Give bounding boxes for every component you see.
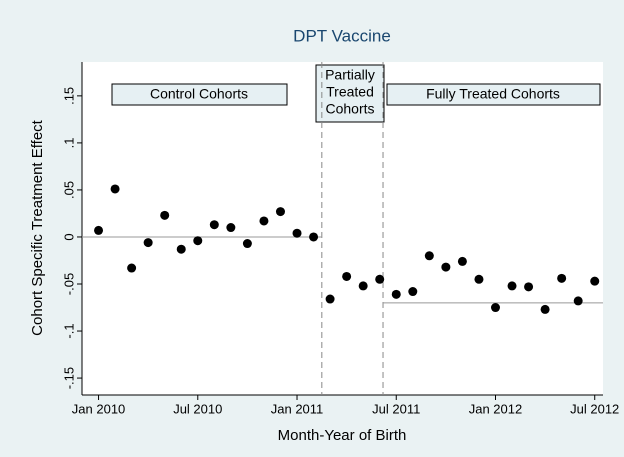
y-tick-label: 0 <box>61 233 76 240</box>
point <box>176 244 186 254</box>
annotation-box <box>386 83 601 106</box>
point <box>325 294 335 304</box>
point <box>358 281 368 291</box>
annotation: Fully Treated Cohorts <box>426 86 560 102</box>
chart-title: DPT Vaccine <box>293 26 391 45</box>
point <box>540 304 550 314</box>
x-tick-label: Jul 2010 <box>173 401 222 416</box>
point <box>226 223 236 233</box>
point <box>259 216 269 226</box>
point <box>275 207 285 217</box>
point <box>160 210 170 220</box>
annotation: Treated <box>326 84 374 100</box>
annotation: Cohorts <box>325 101 374 117</box>
annotation-box <box>315 64 385 123</box>
x-axis-label: Month-Year of Birth <box>278 427 407 444</box>
point <box>490 303 500 313</box>
point <box>143 238 153 248</box>
y-tick-label: -.05 <box>61 273 76 295</box>
point <box>590 276 600 286</box>
point <box>292 228 302 238</box>
y-tick-label: -.15 <box>61 367 76 389</box>
y-tick-label: .1 <box>61 137 76 148</box>
point <box>110 184 120 194</box>
x-tick-label: Jan 2010 <box>72 401 126 416</box>
y-tick-label: .05 <box>61 181 76 199</box>
point <box>507 281 517 291</box>
point <box>242 239 252 249</box>
point <box>127 263 137 273</box>
x-tick-label: Jul 2012 <box>570 401 619 416</box>
point <box>441 262 451 272</box>
annotation-box <box>111 83 288 106</box>
y-axis-label: Cohort Specific Treatment Effect <box>29 119 46 335</box>
point <box>424 251 434 261</box>
point <box>524 282 534 292</box>
point <box>209 220 219 230</box>
point <box>391 289 401 299</box>
y-tick-label: .15 <box>61 87 76 105</box>
annotation: Partially <box>325 67 375 83</box>
point <box>94 225 104 235</box>
x-tick-label: Jul 2011 <box>372 401 420 416</box>
point <box>408 287 418 297</box>
point <box>309 232 319 242</box>
point <box>573 296 583 306</box>
point <box>474 274 484 284</box>
x-tick-label: Jan 2011 <box>271 401 324 416</box>
point <box>457 256 467 266</box>
point <box>557 273 567 283</box>
point <box>375 274 385 284</box>
point <box>193 236 203 246</box>
x-tick-label: Jan 2012 <box>469 401 523 416</box>
y-tick-label: -.1 <box>61 323 76 338</box>
point <box>342 271 352 281</box>
annotation: Control Cohorts <box>150 86 248 102</box>
